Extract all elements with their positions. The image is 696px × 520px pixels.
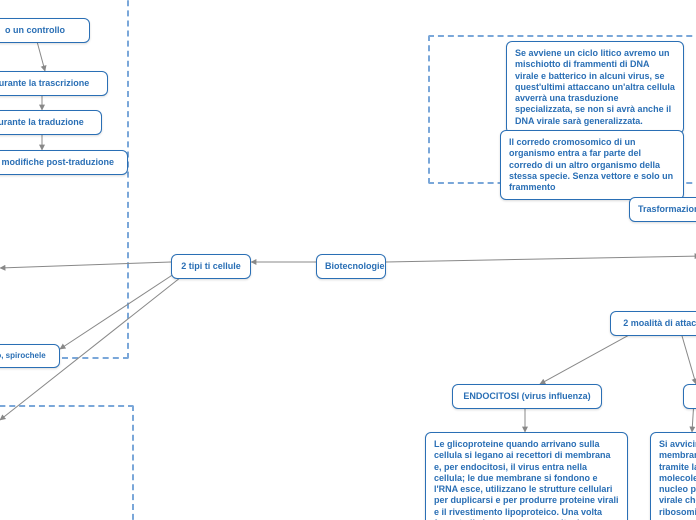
node-label: Se avviene un ciclo litico avremo un mis… (515, 48, 675, 126)
node-glicoproteine[interactable]: Le glicoproteine quando arrivano sulla c… (425, 432, 628, 520)
node-label: virîo, spirochele (0, 351, 46, 360)
node-trasformazione[interactable]: Trasformazione (629, 197, 696, 222)
node-label: Le glicoproteine quando arrivano sulla c… (434, 439, 619, 520)
group-box-left (0, 0, 129, 359)
node-label: 2 tipi ti cellule (181, 261, 241, 271)
node-label: Biotecnologie (325, 261, 385, 271)
node-label: urante la traduzione (0, 117, 84, 127)
node-post-traduzione[interactable]: e modifiche post-traduzione (0, 150, 128, 175)
node-label: ENDOCITOSI (virus influenza) (463, 391, 590, 401)
node-controllo[interactable]: o un controllo (0, 18, 90, 43)
node-traduzione[interactable]: urante la traduzione (0, 110, 102, 135)
node-corredo[interactable]: Il corredo cromosomico di un organismo e… (500, 130, 684, 200)
node-ciclo-litico[interactable]: Se avviene un ciclo litico avremo un mis… (506, 41, 684, 134)
node-endocitosi[interactable]: ENDOCITOSI (virus influenza) (452, 384, 602, 409)
node-tipi-cellule[interactable]: 2 tipi ti cellule (171, 254, 251, 279)
node-label: Si avvicina membrana tramite la molecole… (659, 439, 696, 520)
node-label: Trasformazione (638, 204, 696, 214)
node-label: 2 moalità di attacco (623, 318, 696, 328)
node-label: e modifiche post-traduzione (0, 157, 114, 167)
node-label: urante la trascrizione (0, 78, 89, 88)
node-spirochele[interactable]: virîo, spirochele (0, 344, 60, 368)
node-label: o un controllo (5, 25, 65, 35)
group-box-left-bottom (0, 405, 134, 520)
node-trascrizione[interactable]: urante la trascrizione (0, 71, 108, 96)
node-f[interactable]: F (683, 384, 696, 409)
node-biotecnologie[interactable]: Biotecnologie (316, 254, 386, 279)
node-label: Il corredo cromosomico di un organismo e… (509, 137, 673, 192)
node-modalita-attacco[interactable]: 2 moalità di attacco (610, 311, 696, 336)
node-avvicina[interactable]: Si avvicina membrana tramite la molecole… (650, 432, 696, 520)
